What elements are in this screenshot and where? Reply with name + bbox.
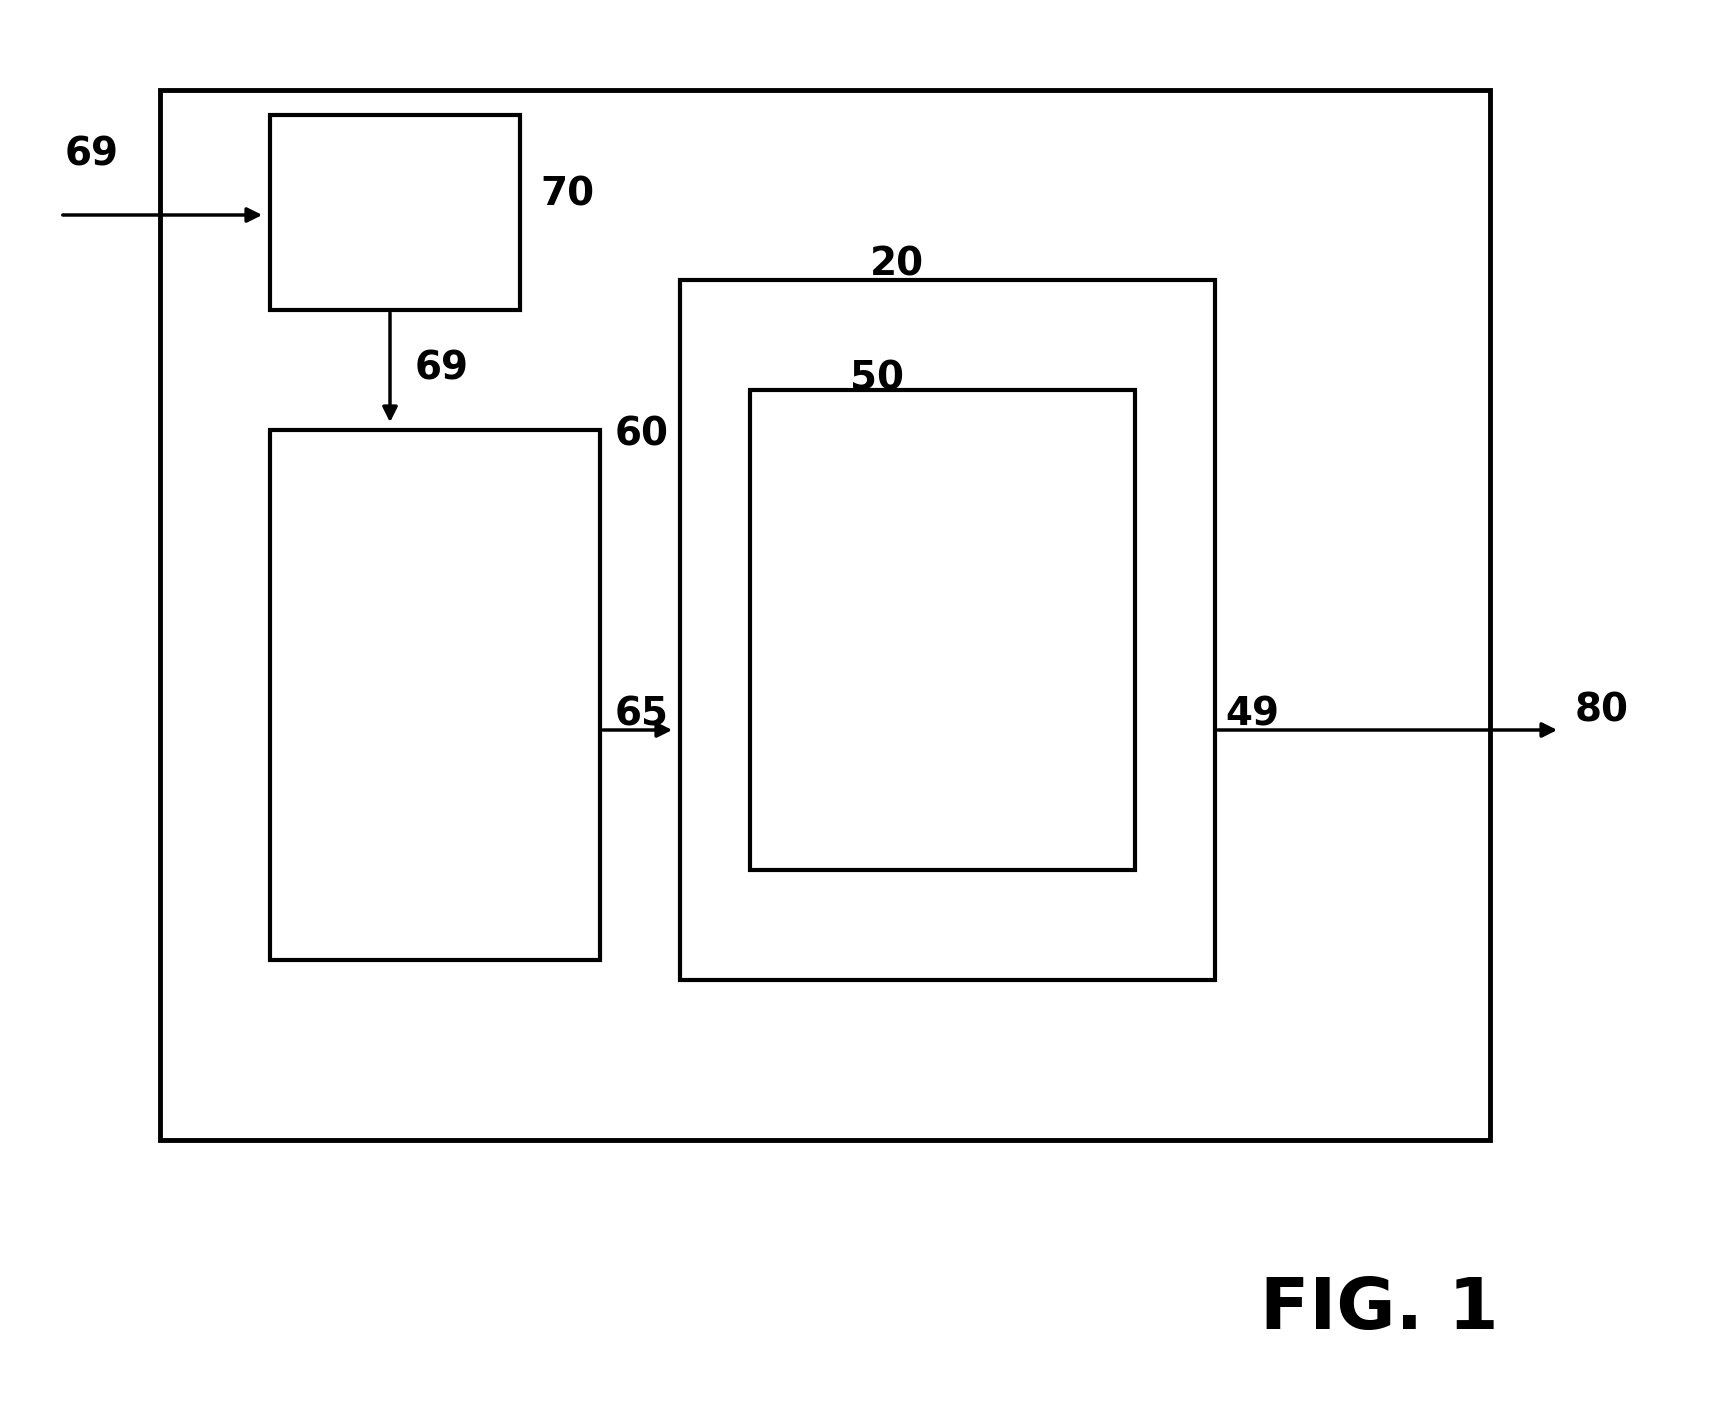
- Text: 65: 65: [614, 696, 670, 734]
- Text: 20: 20: [870, 245, 923, 283]
- Text: 60: 60: [614, 415, 670, 453]
- Text: FIG. 1: FIG. 1: [1260, 1276, 1498, 1345]
- Text: 80: 80: [1576, 691, 1629, 729]
- Bar: [269, 115, 520, 310]
- Bar: [751, 390, 1136, 870]
- Text: 50: 50: [849, 360, 904, 398]
- Bar: [680, 280, 1215, 980]
- Bar: [269, 429, 601, 960]
- Text: 49: 49: [1225, 696, 1279, 734]
- Bar: [161, 90, 1490, 1140]
- Text: 69: 69: [66, 135, 119, 173]
- Text: 70: 70: [540, 175, 594, 213]
- Text: 69: 69: [414, 351, 469, 389]
